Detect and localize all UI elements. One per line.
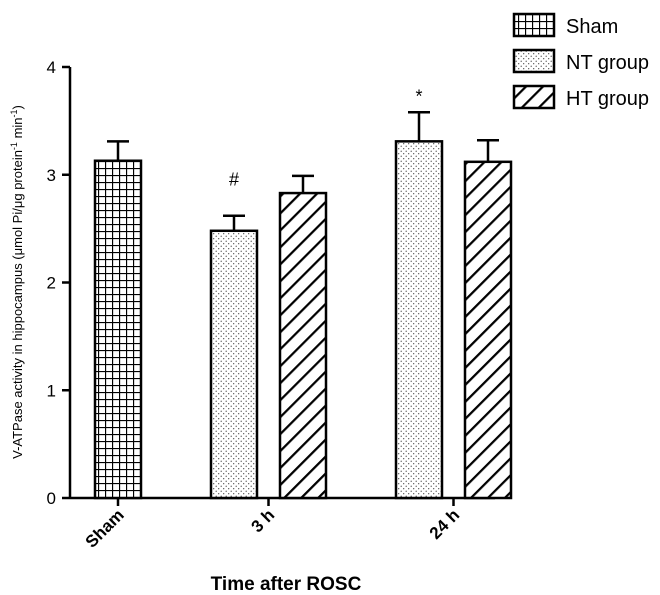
legend-label: NT group	[566, 52, 649, 74]
x-tick-label: 3 h	[248, 505, 279, 536]
y-tick-label: 3	[47, 166, 56, 185]
y-tick-label: 0	[47, 489, 56, 508]
y-axis-title-sup1: -1	[9, 142, 19, 150]
bar-ht-group	[463, 160, 513, 500]
annotations: #*	[229, 86, 423, 189]
x-tick-label: Sham	[82, 505, 128, 551]
legend-swatch	[512, 48, 556, 74]
y-axis-title-main: V-ATPase activity in hippocampus (μmol P…	[10, 150, 25, 459]
y-axis-title-mid: min	[10, 117, 25, 142]
significance-marker: *	[415, 86, 422, 106]
y-tick-label: 2	[47, 274, 56, 293]
x-ticks: Sham 3 h 24 h	[82, 498, 463, 552]
y-axis-title-end: )	[10, 105, 25, 109]
legend-label: HT group	[566, 88, 649, 110]
legend-label: Sham	[566, 16, 618, 38]
legend-swatch	[512, 12, 556, 38]
y-axis-title-sup2: -1	[9, 109, 19, 117]
bars	[93, 111, 513, 500]
bar-nt-group	[209, 229, 259, 500]
legend: Sham NT group HT group	[512, 12, 649, 110]
y-tick-label: 4	[47, 58, 56, 77]
y-tick-label: 1	[47, 381, 56, 400]
bar-nt-group	[394, 140, 444, 500]
y-axis-title: V-ATPase activity in hippocampus (μmol P…	[9, 105, 25, 459]
legend-swatch	[512, 84, 556, 110]
x-tick-label: 24 h	[426, 505, 463, 542]
x-axis-title: Time after ROSC	[211, 574, 362, 595]
bar-ht-group	[278, 191, 328, 500]
bar-sham	[93, 159, 143, 500]
significance-marker: #	[229, 170, 239, 190]
y-ticks: 0 1 2 3 4	[47, 58, 70, 508]
